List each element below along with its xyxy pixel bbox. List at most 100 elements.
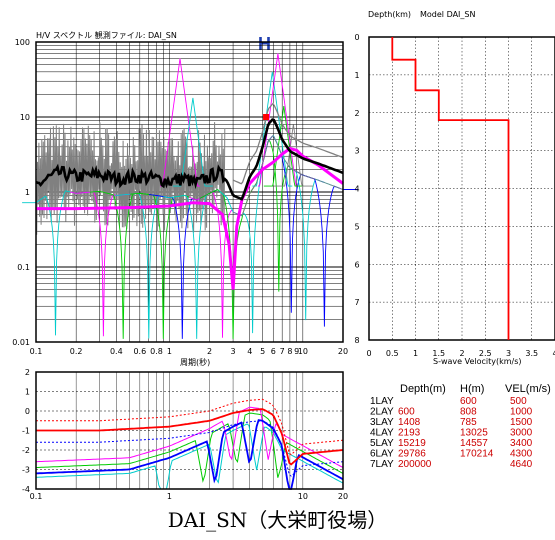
model-grid — [369, 37, 555, 340]
hv-x-tick-label: 4 — [247, 347, 252, 356]
hv-x-tick-label: 0.8 — [150, 347, 163, 356]
table-depth-cell: 2193 — [398, 428, 421, 439]
phase-component-curve — [35, 406, 344, 469]
table-layer-name: 5LAY — [370, 438, 394, 449]
phase-component-curve — [35, 412, 344, 483]
hv-x-tick-label: 0.4 — [110, 347, 123, 356]
hv-component-curve — [244, 139, 313, 292]
hv-x-tick-label: 8 — [287, 347, 292, 356]
model-y-tick-label: 1 — [354, 71, 359, 80]
phase-y-tick-label: -3 — [22, 466, 30, 475]
hv-y-axis: 100 10 1 0.1 0.01 — [12, 38, 30, 347]
model-x-tick-label: 2 — [459, 349, 464, 358]
table-vel-cell: 1000 — [510, 407, 533, 418]
model-y-tick-label: 6 — [354, 260, 359, 269]
table-depth-cell: 15219 — [398, 438, 426, 449]
phase-grid — [36, 372, 343, 489]
hv-y-tick-label: 0.01 — [12, 338, 30, 347]
phase-y-tick-label: -1 — [22, 427, 30, 436]
table-layer-name: 3LAY — [370, 417, 394, 428]
hv-x-tick-label: 6 — [271, 347, 276, 356]
hv-x-tick-label: 5 — [260, 347, 265, 356]
table-depth-cell: 1408 — [398, 417, 421, 428]
hv-y-tick-label: 1 — [25, 188, 30, 197]
model-x-tick-label: 3 — [506, 349, 511, 358]
phase-component-curve — [36, 398, 344, 456]
table-layer-name: 4LAY — [370, 428, 394, 439]
model-y-tick-label: 0 — [354, 33, 359, 42]
hv-x-tick-label: 2 — [207, 347, 212, 356]
model-x-tick-label: 3.5 — [525, 349, 538, 358]
table-vel-cell: 1500 — [510, 417, 533, 428]
hv-panel: H/V スペクトル 観測ファイル: DAI_SN H 1001010.10.01… — [12, 30, 358, 367]
model-x-label: S-wave Velocity(km/s) — [433, 357, 522, 366]
hv-peak-marker — [263, 114, 270, 120]
hv-peak-curve — [160, 58, 200, 187]
model-x-tick-label: 0 — [366, 349, 371, 358]
model-x-tick-label: 4 — [552, 349, 555, 358]
model-y-tick-label: 3 — [354, 147, 359, 156]
phase-panel: 210-1-2-3-4 0.1 1 10 20 — [22, 368, 348, 501]
phase-y-axis: 2 1 0 -1 -2 -3 -4 — [22, 368, 30, 494]
phase-y-tick-label: 1 — [25, 388, 30, 397]
hv-y-tick-label: 100 — [15, 38, 30, 47]
model-y-axis: 0 1 2 3 4 5 6 7 8 — [354, 33, 359, 345]
model-x-tick-label: 1 — [413, 349, 418, 358]
table-h-cell: 13025 — [460, 428, 488, 439]
phase-frame — [35, 371, 344, 490]
table-header-depth: Depth(m) — [400, 383, 446, 395]
model-y-tick-label: 2 — [354, 109, 359, 118]
phase-x-tick-label: 20 — [338, 492, 348, 501]
hv-x-tick-label: 10 — [298, 347, 308, 356]
table-vel-cell: 4300 — [510, 449, 533, 460]
hv-mean-curve — [35, 118, 344, 201]
hv-x-tick-label: 0.2 — [70, 347, 83, 356]
hv-x-axis: 0.1 0.2 0.4 0.6 0.8 1 2 3 4 5 6 7 8 910 20 — [30, 347, 348, 356]
hv-frame — [35, 41, 344, 343]
model-header-title: Model DAI_SN — [420, 10, 475, 19]
hv-peak-curve — [273, 124, 314, 187]
phase-main-curve — [35, 419, 344, 490]
phase-x-tick-label: 0.1 — [30, 492, 43, 501]
model-x-axis: 0 0.5 1 1.5 2 2.5 3 3.5 4 — [366, 349, 555, 358]
hv-peak-curve — [252, 71, 293, 187]
hv-x-tick-label: 3 — [231, 347, 236, 356]
table-h-cell: 170214 — [460, 449, 494, 460]
hv-x-tick-label: 1 — [167, 347, 172, 356]
phase-x-tick-label: 1 — [167, 492, 172, 501]
figure: H/V スペクトル 観測ファイル: DAI_SN H 1001010.10.01… — [12, 10, 555, 501]
model-panel: Depth(km) Model DAI_SN 0 1 2 3 4 5 6 7 8 0 0.5 1 1.… — [354, 10, 555, 366]
model-velocity-line — [391, 37, 510, 340]
layer-table: Depth(m) H(m) VEL(m/s) 1LAY 600 500 2LAY 600… — [370, 383, 551, 470]
hv-component-curve — [22, 190, 89, 336]
model-x-tick-label: 0.5 — [386, 349, 399, 358]
phase-y-tick-label: 2 — [25, 368, 30, 377]
table-vel-cell: 500 — [510, 396, 527, 407]
hv-x-tick-label: 20 — [338, 347, 348, 356]
hv-envelope-curve — [232, 102, 344, 185]
phase-curves — [35, 398, 344, 490]
phase-theoretical-curve — [36, 408, 344, 466]
hv-x-tick-label: 0.6 — [133, 347, 146, 356]
figure-caption: DAI_SN（大栄町役場） — [167, 508, 388, 532]
model-x-tick-label: 1.5 — [432, 349, 445, 358]
table-depth-cell: 600 — [398, 407, 415, 418]
table-vel-cell: 4640 — [510, 459, 533, 470]
model-header-depth: Depth(km) — [368, 10, 411, 19]
table-layer-name: 1LAY — [370, 396, 394, 407]
table-h-cell: 785 — [460, 417, 477, 428]
phase-x-axis: 0.1 1 10 20 — [30, 492, 348, 501]
hv-x-tick-label: 7 — [280, 347, 285, 356]
phase-component-curve — [35, 423, 344, 490]
table-layer-name: 2LAY — [370, 407, 394, 418]
hv-title: H/V スペクトル 観測ファイル: DAI_SN — [36, 30, 177, 40]
table-h-cell: 600 — [460, 396, 477, 407]
hv-peak-curve — [263, 105, 304, 187]
table-h-cell: 14557 — [460, 438, 488, 449]
table-vel-cell: 3000 — [510, 428, 533, 439]
model-y-tick-label: 5 — [354, 222, 359, 231]
phase-y-tick-label: -4 — [22, 485, 30, 494]
table-layer-name: 6LAY — [370, 449, 394, 460]
hv-envelope-curve — [232, 135, 344, 217]
hv-theoretical-curve — [36, 146, 344, 290]
